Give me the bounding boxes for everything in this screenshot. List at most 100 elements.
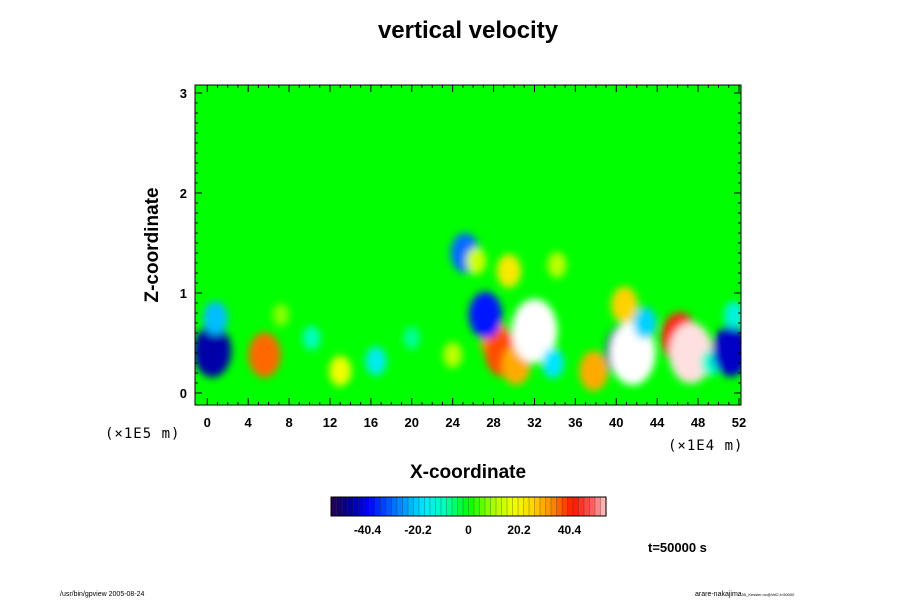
footer-right-main: arare-nakajima bbox=[695, 591, 742, 598]
colorbar-cell bbox=[473, 496, 481, 517]
colorbar-cell bbox=[402, 496, 409, 517]
colorbar-tick-label: 0 bbox=[465, 523, 472, 537]
x-tick-label: 40 bbox=[609, 415, 623, 430]
y-tick-label: 0 bbox=[180, 386, 187, 401]
colorbar-cell bbox=[369, 496, 376, 517]
heatmap-cell bbox=[403, 326, 421, 350]
colorbar-cell bbox=[594, 496, 602, 517]
colorbar-cells bbox=[330, 496, 607, 517]
colorbar: -40.4 -20.2 0 20.2 40.4 bbox=[330, 496, 607, 537]
x-tick-label: 16 bbox=[364, 415, 378, 430]
x-tick-label: 24 bbox=[445, 415, 460, 430]
footer-right-sub: 05_Kessler.nc@Vel2,t=50000 bbox=[742, 592, 795, 597]
colorbar-cell bbox=[578, 496, 585, 517]
colorbar-tick-label: 20.2 bbox=[507, 523, 531, 537]
plot-area bbox=[195, 85, 741, 405]
colorbar-cell bbox=[534, 496, 541, 517]
colorbar-cell bbox=[589, 496, 596, 517]
colorbar-cell bbox=[506, 496, 514, 517]
colorbar-cell bbox=[380, 496, 387, 517]
colorbar-cell bbox=[391, 496, 398, 517]
heatmap-cell bbox=[541, 347, 564, 379]
colorbar-cell bbox=[413, 496, 420, 517]
footer-left: /usr/bin/gpview 2005-08-24 bbox=[60, 591, 145, 598]
colorbar-cell bbox=[424, 496, 431, 517]
heatmap-cell bbox=[712, 325, 741, 377]
colorbar-cell bbox=[490, 496, 497, 517]
heatmap-features bbox=[195, 233, 741, 391]
x-tick-label: 36 bbox=[568, 415, 582, 430]
colorbar-cell bbox=[336, 496, 343, 517]
colorbar-cell bbox=[479, 496, 486, 517]
colorbar-cell bbox=[528, 496, 536, 517]
colorbar-cell bbox=[501, 496, 508, 517]
colorbar-cell bbox=[512, 496, 519, 517]
heatmap-cell bbox=[547, 252, 567, 278]
y-tick-label: 3 bbox=[180, 86, 187, 101]
x-tick-label: 8 bbox=[285, 415, 292, 430]
colorbar-tick-label: 40.4 bbox=[558, 523, 582, 537]
heatmap-cell bbox=[611, 286, 638, 324]
colorbar-cell bbox=[330, 496, 338, 517]
colorbar-cell bbox=[451, 496, 459, 517]
chart-title: vertical velocity bbox=[378, 17, 559, 44]
heatmap-cell bbox=[466, 247, 487, 275]
colorbar-ticks: -40.4 -20.2 0 20.2 40.4 bbox=[354, 523, 582, 537]
y-axis-label: Z-coordinate bbox=[142, 187, 163, 302]
x-tick-label: 4 bbox=[245, 415, 253, 430]
colorbar-cell bbox=[429, 496, 437, 517]
heatmap-cell bbox=[302, 326, 321, 350]
heatmap-cell bbox=[669, 322, 713, 384]
y-axis-ticks: 0 1 2 3 bbox=[180, 86, 741, 401]
colorbar-cell bbox=[495, 496, 503, 517]
colorbar-cell bbox=[385, 496, 393, 517]
x-tick-label: 44 bbox=[650, 415, 665, 430]
y-tick-label: 2 bbox=[180, 186, 187, 201]
colorbar-frame bbox=[330, 496, 607, 517]
colorbar-cell bbox=[457, 496, 464, 517]
colorbar-cell bbox=[341, 496, 349, 517]
heatmap-cell bbox=[496, 254, 522, 288]
colorbar-cell bbox=[352, 496, 360, 517]
colorbar-cell bbox=[396, 496, 404, 517]
time-label: t=50000 s bbox=[648, 540, 707, 555]
colorbar-tick-label: -20.2 bbox=[404, 523, 432, 537]
colorbar-tick-label: -40.4 bbox=[354, 523, 382, 537]
footer-right: arare-nakajima05_Kessler.nc@Vel2,t=50000 bbox=[695, 591, 795, 598]
x-axis-ticks: 0 4 8 12 16 20 24 28 32 36 40 44 48 52 bbox=[204, 85, 746, 430]
x-tick-label: 12 bbox=[323, 415, 337, 430]
y-scale-label: (×1E5 m) bbox=[105, 426, 180, 442]
x-tick-label: 20 bbox=[405, 415, 419, 430]
colorbar-cell bbox=[567, 496, 574, 517]
x-tick-label: 48 bbox=[691, 415, 705, 430]
colorbar-cell bbox=[545, 496, 552, 517]
heatmap-cell bbox=[511, 299, 558, 363]
x-tick-label: 0 bbox=[204, 415, 211, 430]
heatmap-cell bbox=[579, 351, 609, 391]
x-tick-label: 32 bbox=[527, 415, 541, 430]
heatmap-cell bbox=[468, 291, 503, 339]
colorbar-cell bbox=[556, 496, 563, 517]
colorbar-cell bbox=[446, 496, 453, 517]
heatmap-cell bbox=[203, 301, 228, 335]
colorbar-cell bbox=[440, 496, 448, 517]
x-tick-label: 52 bbox=[732, 415, 746, 430]
colorbar-cell bbox=[539, 496, 547, 517]
colorbar-cell bbox=[435, 496, 442, 517]
y-tick-label: 1 bbox=[180, 286, 187, 301]
colorbar-cell bbox=[374, 496, 382, 517]
colorbar-cell bbox=[583, 496, 591, 517]
heatmap-cell bbox=[443, 342, 463, 368]
colorbar-cell bbox=[363, 496, 371, 517]
colorbar-cell bbox=[407, 496, 415, 517]
x-tick-label: 28 bbox=[486, 415, 500, 430]
colorbar-cell bbox=[523, 496, 530, 517]
colorbar-cell bbox=[462, 496, 470, 517]
colorbar-cell bbox=[468, 496, 475, 517]
x-axis-label: X-coordinate bbox=[410, 462, 526, 483]
colorbar-cell bbox=[418, 496, 426, 517]
heatmap-cell bbox=[329, 355, 352, 387]
colorbar-cell bbox=[484, 496, 492, 517]
colorbar-cell bbox=[517, 496, 525, 517]
